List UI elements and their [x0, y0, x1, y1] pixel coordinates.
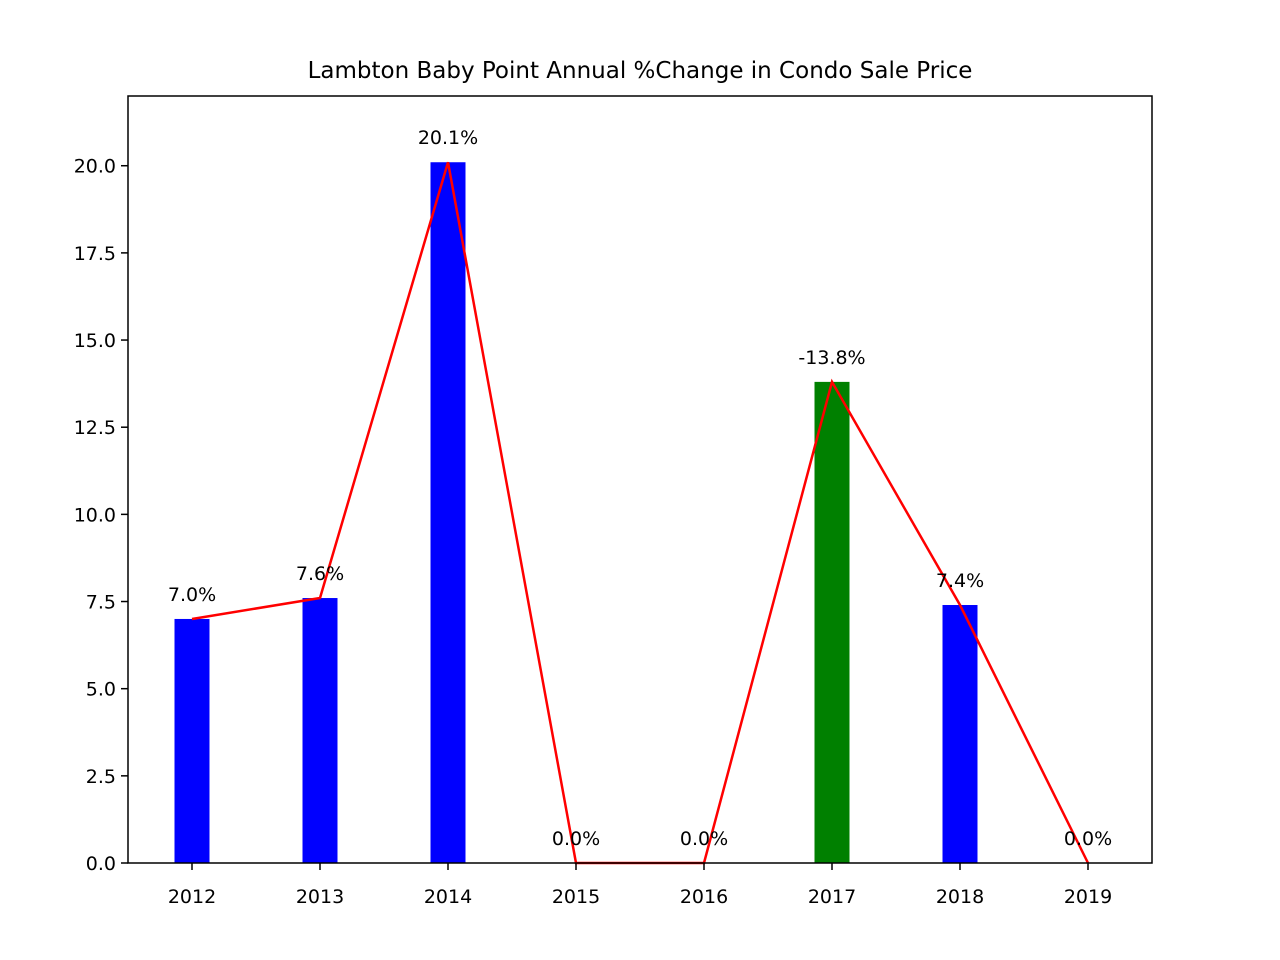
bar-2014 [430, 162, 466, 863]
bars-group [174, 162, 978, 863]
x-tick-label: 2019 [1064, 886, 1112, 908]
y-tick-label: 7.5 [86, 592, 116, 614]
bar-2018 [942, 605, 978, 863]
data-label-2017: -13.8% [798, 347, 865, 369]
bar-2012 [174, 618, 210, 863]
plot-frame [127, 95, 1153, 864]
bar-2017 [814, 381, 850, 863]
data-labels-group: 7.0% 7.6% 20.1% 0.0% 0.0% -13.8% 7.4% 0.0% [168, 127, 1112, 850]
x-tick-label: 2015 [552, 886, 600, 908]
y-tick-label: 12.5 [74, 417, 116, 439]
x-tick-label: 2013 [296, 886, 344, 908]
y-tick-label: 10.0 [74, 504, 116, 526]
data-label-2019: 0.0% [1064, 828, 1112, 850]
x-tick-label: 2018 [936, 886, 984, 908]
chart-title: Lambton Baby Point Annual %Change in Con… [308, 58, 973, 84]
x-tick-label: 2017 [808, 886, 856, 908]
x-tick-label: 2014 [424, 886, 472, 908]
y-tick-label: 15.0 [74, 330, 116, 352]
x-tick-label: 2016 [680, 886, 728, 908]
x-tick-label: 2012 [168, 886, 216, 908]
data-label-2013: 7.6% [296, 563, 344, 585]
y-tick-label: 5.0 [86, 679, 116, 701]
y-tick-label: 20.0 [74, 156, 116, 178]
data-label-2012: 7.0% [168, 584, 216, 606]
data-label-2014: 20.1% [418, 127, 478, 149]
bar-2013 [302, 598, 338, 863]
y-axis: 0.0 2.5 5.0 7.5 10.0 12.5 15.0 17.5 20.0 [74, 156, 128, 875]
y-tick-label: 17.5 [74, 243, 116, 265]
y-tick-label: 0.0 [86, 853, 116, 875]
y-tick-label: 2.5 [86, 766, 116, 788]
x-axis: 2012 2013 2014 2015 2016 2017 2018 2019 [168, 863, 1112, 908]
data-label-2016: 0.0% [680, 828, 728, 850]
data-label-2015: 0.0% [552, 828, 600, 850]
data-label-2018: 7.4% [936, 570, 984, 592]
